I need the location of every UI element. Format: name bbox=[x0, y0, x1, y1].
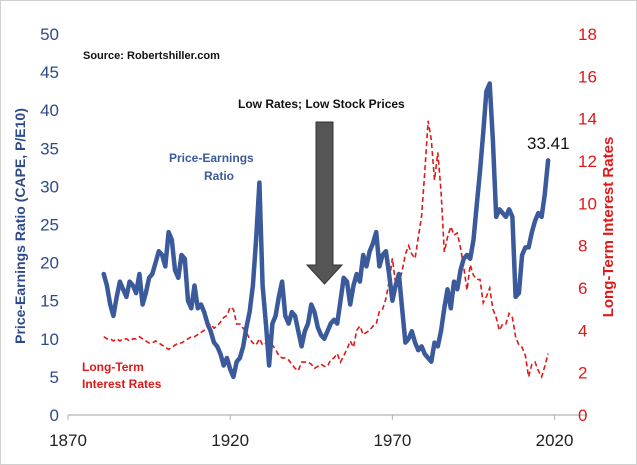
x-tick-label: 2020 bbox=[536, 431, 574, 450]
x-tick-label: 1920 bbox=[211, 431, 249, 450]
pe-ratio-series-line bbox=[101, 81, 551, 380]
right-tick-label: 6 bbox=[578, 279, 587, 298]
down-arrow bbox=[305, 121, 344, 285]
left-tick-label: 10 bbox=[40, 330, 59, 349]
right-axis-title: Long-Term Interest Rates bbox=[600, 137, 617, 318]
left-tick-label: 25 bbox=[40, 216, 59, 235]
left-tick-label: 0 bbox=[50, 406, 59, 425]
rate-series-label-line2: Interest Rates bbox=[82, 377, 162, 391]
right-tick-label: 2 bbox=[578, 364, 587, 383]
right-axis-tick-labels: 0 2 4 6 8 10 12 14 16 18 bbox=[578, 25, 597, 425]
left-tick-label: 15 bbox=[40, 292, 59, 311]
right-tick-label: 8 bbox=[578, 237, 587, 256]
interest-rate-series-line bbox=[103, 120, 549, 380]
left-axis-tick-labels: 0 5 10 15 20 25 30 35 40 45 50 bbox=[40, 25, 59, 425]
x-tick-label: 1970 bbox=[373, 431, 411, 450]
pe-series-label-line1: Price-Earnings bbox=[169, 151, 254, 165]
right-tick-label: 10 bbox=[578, 194, 597, 213]
right-tick-label: 14 bbox=[578, 110, 597, 129]
right-tick-label: 4 bbox=[578, 321, 587, 340]
pe-series-label-line2: Ratio bbox=[204, 169, 234, 183]
x-axis-tick-labels: 1870 1920 1970 2020 bbox=[49, 431, 573, 450]
right-tick-label: 18 bbox=[578, 25, 597, 44]
last-value-label: 33.41 bbox=[527, 134, 570, 153]
right-tick-label: 0 bbox=[578, 406, 587, 425]
left-axis-title: Price-Earnings Ratio (CAPE, P/E10) bbox=[12, 108, 28, 344]
left-tick-label: 35 bbox=[40, 139, 59, 158]
x-tick-marks bbox=[67, 415, 556, 420]
left-tick-label: 5 bbox=[50, 368, 59, 387]
left-tick-label: 20 bbox=[40, 254, 59, 273]
left-tick-label: 45 bbox=[40, 63, 59, 82]
left-tick-label: 40 bbox=[40, 101, 59, 120]
rate-series-label-line1: Long-Term bbox=[82, 360, 144, 374]
right-tick-label: 16 bbox=[578, 67, 597, 86]
arrow-label: Low Rates; Low Stock Prices bbox=[238, 97, 405, 111]
x-tick-label: 1870 bbox=[49, 431, 87, 450]
right-tick-label: 12 bbox=[578, 152, 597, 171]
left-tick-label: 30 bbox=[40, 177, 59, 196]
left-tick-label: 50 bbox=[40, 25, 59, 44]
source-note: Source: Robertshiller.com bbox=[83, 50, 220, 62]
